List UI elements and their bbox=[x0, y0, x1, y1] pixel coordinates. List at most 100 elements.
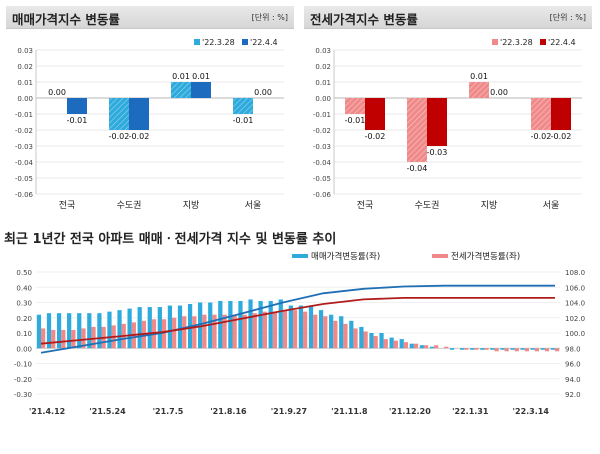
jeonse-change-bar bbox=[292, 310, 298, 349]
category-label: 서울 bbox=[245, 200, 262, 211]
sale-change-bar bbox=[490, 348, 495, 350]
jeonse-change-bar bbox=[343, 323, 348, 349]
sale-change-bar bbox=[107, 311, 112, 349]
sale-change-bar bbox=[46, 313, 52, 349]
jeonse-change-bar bbox=[444, 346, 449, 349]
jeonse-change-bar bbox=[192, 316, 197, 349]
jeonse-change-bar bbox=[333, 320, 338, 349]
y-tick-label: -0.06 bbox=[15, 191, 34, 199]
x-tick-label: '21.11.8 bbox=[331, 407, 368, 416]
jeonse-change-bar bbox=[474, 348, 479, 350]
y-left-tick-label: 0.10 bbox=[16, 330, 32, 338]
sale-change-bar bbox=[349, 320, 354, 349]
trend-chart: 매매가격변동률(좌) 전세가격변동률(좌) 0.50 108.0 0.40 106.0 0.… bbox=[14, 251, 585, 416]
sale-change-bar bbox=[288, 305, 293, 349]
data-label: 0.00 bbox=[254, 88, 272, 97]
jeonse-change-chart: '22.3.28'22.4.40.030.020.010.00-0.01-0.0… bbox=[313, 38, 582, 211]
sale-change-bar bbox=[36, 314, 42, 349]
y-tick-label: -0.05 bbox=[15, 175, 33, 183]
sale-change-bar bbox=[117, 310, 122, 349]
sale-change-bar bbox=[228, 300, 233, 349]
data-label: -0.02 bbox=[109, 132, 130, 141]
y-tick-label: -0.06 bbox=[313, 191, 332, 199]
y-tick-label: 0.03 bbox=[17, 47, 33, 55]
y-tick-label: -0.05 bbox=[313, 175, 331, 183]
bar bbox=[551, 98, 571, 130]
sale-change-bar bbox=[460, 348, 465, 350]
y-left-tick-label: -0.20 bbox=[14, 376, 32, 384]
bar bbox=[427, 98, 447, 146]
jeonse-change-bar bbox=[303, 311, 308, 349]
y-tick-label: 0.01 bbox=[17, 79, 33, 87]
y-tick-label: 0.02 bbox=[17, 63, 33, 71]
sale-change-bar bbox=[369, 333, 374, 349]
sale-change-bar bbox=[157, 307, 162, 349]
x-tick-label: '21.4.12 bbox=[29, 407, 65, 416]
data-label: -0.03 bbox=[427, 148, 448, 157]
sale-change-bar bbox=[77, 313, 82, 349]
sale-change-bar bbox=[127, 308, 132, 349]
y-right-tick-label: 98.0 bbox=[565, 345, 581, 353]
bar bbox=[469, 82, 489, 98]
sale-change-bar bbox=[87, 313, 92, 349]
data-label: 0.01 bbox=[172, 72, 190, 81]
sale-change-chart: '22.3.28 '22.4.4 0.03 0.02 0.01 0.00 -0.01 -0.0… bbox=[15, 38, 284, 211]
jeonse-change-bar bbox=[554, 348, 560, 352]
jeonse-change-bar bbox=[252, 313, 257, 349]
legend-label: '22.3.28 bbox=[202, 38, 235, 47]
data-label: -0.02 bbox=[531, 132, 552, 141]
legend-swatch bbox=[492, 39, 498, 45]
sale-change-bar bbox=[520, 348, 525, 350]
legend-label: '22.4.4 bbox=[250, 38, 278, 47]
jeonse-change-bar bbox=[262, 311, 267, 349]
sale-change-bar bbox=[308, 305, 314, 349]
y-tick-label: -0.03 bbox=[15, 143, 33, 151]
sale-change-bar bbox=[550, 348, 555, 350]
y-right-tick-label: 96.0 bbox=[565, 361, 581, 369]
y-right-tick-label: 106.0 bbox=[565, 284, 585, 292]
y-left-tick-label: 0.30 bbox=[16, 300, 32, 308]
jeonse-change-bar bbox=[383, 339, 388, 349]
jeonse-change-bar bbox=[323, 316, 328, 349]
bar bbox=[233, 98, 253, 114]
x-tick-label: '22.3.14 bbox=[513, 407, 550, 416]
y-tick-label: -0.04 bbox=[15, 159, 34, 167]
panel-title: 전세가격지수 변동률 bbox=[310, 12, 418, 27]
x-tick-label: '21.5.24 bbox=[89, 407, 126, 416]
jeonse-change-bar bbox=[353, 328, 358, 349]
panel-header: 전세가격지수 변동률 [단위 : %] bbox=[304, 6, 592, 29]
data-label: -0.04 bbox=[407, 164, 428, 173]
category-label: 지방 bbox=[481, 200, 498, 211]
y-tick-label: 0.00 bbox=[315, 95, 331, 103]
sale-change-bar bbox=[67, 313, 72, 349]
sale-change-bar bbox=[147, 307, 152, 349]
jeonse-change-panel: 전세가격지수 변동률 [단위 : %] '22.3.28 '22.4.4 0.03 0… bbox=[304, 6, 592, 218]
jeonse-change-bar bbox=[524, 348, 529, 352]
jeonse-change-bar bbox=[434, 345, 439, 349]
jeonse-change-bar bbox=[403, 342, 409, 349]
jeonse-index-line bbox=[40, 297, 555, 345]
y-tick-label: -0.04 bbox=[313, 159, 332, 167]
x-tick-label: '22.1.31 bbox=[452, 407, 489, 416]
jeonse-change-bar bbox=[91, 326, 96, 349]
jeonse-change-bar bbox=[514, 348, 519, 352]
unit-label: [단위 : %] bbox=[549, 13, 586, 22]
sale-change-bar bbox=[258, 300, 263, 349]
y-left-tick-label: -0.30 bbox=[14, 391, 32, 399]
jeonse-change-bar bbox=[393, 340, 398, 349]
sale-change-bar bbox=[500, 348, 505, 350]
category-label: 서울 bbox=[543, 200, 560, 211]
bar bbox=[531, 98, 551, 130]
x-tick-label: '21.8.16 bbox=[210, 407, 247, 416]
y-tick-label: 0.02 bbox=[315, 63, 331, 71]
jeonse-change-bar bbox=[484, 348, 489, 350]
jeonse-change-bar bbox=[423, 345, 429, 349]
sale-change-bar bbox=[248, 299, 253, 349]
y-right-tick-label: 94.0 bbox=[565, 376, 581, 384]
bar bbox=[109, 98, 129, 130]
sale-change-bar bbox=[540, 348, 545, 350]
data-label: -0.02 bbox=[365, 132, 386, 141]
sale-change-bar bbox=[56, 313, 62, 349]
jeonse-change-bar bbox=[172, 317, 177, 349]
sale-change-bar bbox=[298, 305, 304, 349]
